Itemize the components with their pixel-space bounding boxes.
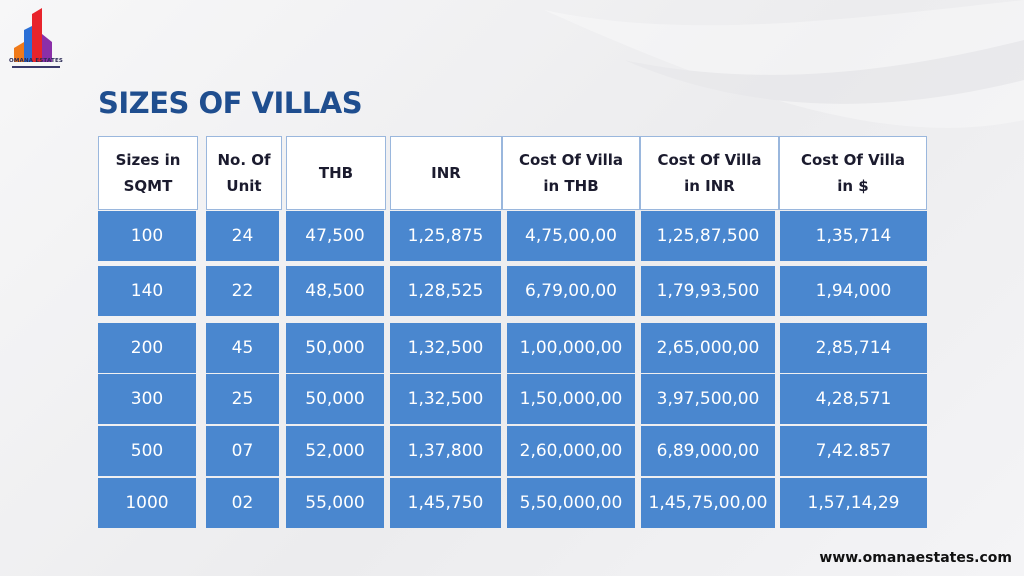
cell-inr: 1,32,500 [390, 323, 501, 373]
cell-thb: 55,000 [286, 478, 384, 528]
cell-cost-usd: 1,94,000 [780, 266, 927, 316]
cell-thb: 47,500 [286, 211, 384, 261]
cell-units: 02 [206, 478, 279, 528]
header-size-sqmt: Sizes in SQMT [98, 136, 198, 210]
cell-inr: 1,25,875 [390, 211, 501, 261]
cell-size-sqmt: 500 [98, 426, 196, 476]
cell-inr: 1,45,750 [390, 478, 501, 528]
cell-size-sqmt: 300 [98, 374, 196, 424]
cell-thb: 52,000 [286, 426, 384, 476]
cell-cost-thb: 5,50,000,00 [507, 478, 635, 528]
cell-cost-inr: 6,89,000,00 [641, 426, 775, 476]
cell-units: 07 [206, 426, 279, 476]
logo-underline [12, 66, 60, 68]
page-title: SIZES OF VILLAS [98, 86, 363, 120]
header-cost-inr: Cost Of Villa in INR [640, 136, 779, 210]
website-url: www.omanaestates.com [819, 550, 1012, 566]
company-logo-icon [14, 8, 52, 62]
header-cost-usd: Cost Of Villa in $ [779, 136, 927, 210]
cell-cost-inr: 2,65,000,00 [641, 323, 775, 373]
cell-cost-thb: 4,75,00,00 [507, 211, 635, 261]
cell-size-sqmt: 140 [98, 266, 196, 316]
cell-cost-usd: 2,85,714 [780, 323, 927, 373]
cell-size-sqmt: 100 [98, 211, 196, 261]
cell-size-sqmt: 1000 [98, 478, 196, 528]
cell-thb: 48,500 [286, 266, 384, 316]
cell-size-sqmt: 200 [98, 323, 196, 373]
cell-units: 22 [206, 266, 279, 316]
cell-thb: 50,000 [286, 323, 384, 373]
cell-units: 25 [206, 374, 279, 424]
cell-cost-inr: 1,25,87,500 [641, 211, 775, 261]
background-decoration [544, 0, 1024, 128]
cell-cost-thb: 6,79,00,00 [507, 266, 635, 316]
cell-cost-thb: 1,50,000,00 [507, 374, 635, 424]
cell-cost-inr: 3,97,500,00 [641, 374, 775, 424]
logo-text: OMANA ESTATES [8, 58, 64, 64]
cell-cost-thb: 1,00,000,00 [507, 323, 635, 373]
header-units: No. Of Unit [206, 136, 282, 210]
cell-cost-thb: 2,60,000,00 [507, 426, 635, 476]
cell-cost-usd: 1,57,14,29 [780, 478, 927, 528]
cell-units: 24 [206, 211, 279, 261]
header-thb: THB [286, 136, 386, 210]
cell-inr: 1,28,525 [390, 266, 501, 316]
header-inr: INR [390, 136, 502, 210]
cell-thb: 50,000 [286, 374, 384, 424]
cell-inr: 1,37,800 [390, 426, 501, 476]
cell-units: 45 [206, 323, 279, 373]
cell-cost-inr: 1,45,75,00,00 [641, 478, 775, 528]
cell-inr: 1,32,500 [390, 374, 501, 424]
cell-cost-usd: 7,42.857 [780, 426, 927, 476]
header-cost-thb: Cost Of Villa in THB [502, 136, 640, 210]
cell-cost-usd: 1,35,714 [780, 211, 927, 261]
cell-cost-usd: 4,28,571 [780, 374, 927, 424]
cell-cost-inr: 1,79,93,500 [641, 266, 775, 316]
